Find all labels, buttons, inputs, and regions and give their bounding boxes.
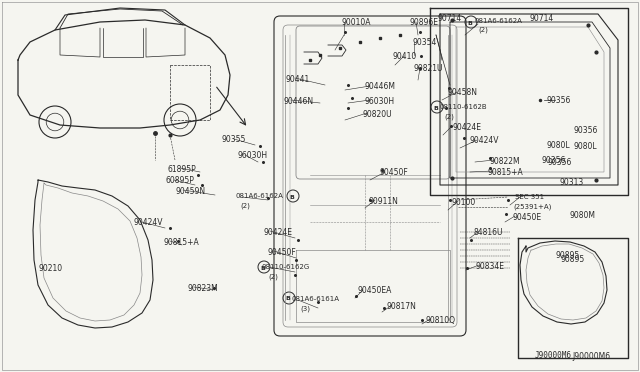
Text: 90821U: 90821U [414, 64, 444, 73]
Text: 60895P: 60895P [166, 176, 195, 185]
Text: 90810Q: 90810Q [426, 316, 456, 325]
Text: 90823M: 90823M [188, 284, 219, 293]
Text: 9080L: 9080L [574, 142, 598, 151]
Text: (2): (2) [478, 26, 488, 32]
Text: 90424E: 90424E [453, 123, 482, 132]
Text: 96030H: 96030H [365, 97, 395, 106]
Text: 90714: 90714 [530, 14, 554, 23]
Text: 90459N: 90459N [175, 187, 205, 196]
Text: 90714: 90714 [438, 14, 462, 23]
Text: 90450F: 90450F [380, 168, 409, 177]
Text: 90820U: 90820U [363, 110, 392, 119]
Text: 90410: 90410 [393, 52, 417, 61]
Text: 90356: 90356 [574, 126, 598, 135]
Text: 9080L: 9080L [547, 141, 571, 150]
Text: B: B [433, 106, 438, 110]
Text: 90458N: 90458N [448, 88, 478, 97]
Text: 96030H: 96030H [237, 151, 267, 160]
Text: SEC 351: SEC 351 [515, 194, 544, 200]
Text: 90355: 90355 [222, 135, 246, 144]
Text: (25391+A): (25391+A) [513, 203, 552, 209]
Text: 90815+A: 90815+A [163, 238, 199, 247]
Text: (2): (2) [444, 113, 454, 119]
Text: 081A6-6161A: 081A6-6161A [292, 296, 340, 302]
Text: 90010A: 90010A [342, 18, 371, 27]
Text: (3): (3) [300, 305, 310, 311]
Text: 90896E: 90896E [410, 18, 439, 27]
Text: 90424E: 90424E [264, 228, 293, 237]
Text: 90354: 90354 [413, 38, 437, 47]
Text: B: B [289, 195, 294, 199]
Text: 90815+A: 90815+A [488, 168, 524, 177]
Text: 081A6-6162A: 081A6-6162A [475, 18, 523, 24]
Text: 08110-6162G: 08110-6162G [262, 264, 310, 270]
Text: 90313: 90313 [560, 178, 584, 187]
Text: 61895P: 61895P [168, 165, 196, 174]
Text: (2): (2) [240, 202, 250, 208]
Text: J90000M6: J90000M6 [572, 352, 610, 361]
Text: 9080M: 9080M [570, 211, 596, 220]
Text: 081A6-6162A: 081A6-6162A [235, 193, 283, 199]
Text: 90817N: 90817N [387, 302, 417, 311]
Text: 08110-6162B: 08110-6162B [440, 104, 488, 110]
Text: B: B [468, 20, 472, 26]
Text: 90446M: 90446M [365, 82, 396, 91]
Text: 90822M: 90822M [490, 157, 520, 166]
Text: B: B [285, 296, 291, 301]
Text: 90424V: 90424V [134, 218, 163, 227]
Text: 84816U: 84816U [474, 228, 504, 237]
Text: 90424V: 90424V [470, 136, 499, 145]
Text: 90450E: 90450E [513, 213, 542, 222]
Text: 90895: 90895 [561, 255, 585, 264]
Text: 90446N: 90446N [284, 97, 314, 106]
Text: J90000M6: J90000M6 [535, 351, 572, 360]
Text: 90441: 90441 [286, 75, 310, 84]
Text: 90356: 90356 [547, 96, 572, 105]
Text: 90895: 90895 [556, 250, 580, 260]
Text: 90834E: 90834E [476, 262, 505, 271]
Text: B: B [260, 266, 266, 270]
Text: (2): (2) [268, 273, 278, 279]
Text: 90450EA: 90450EA [358, 286, 392, 295]
Text: 90356: 90356 [542, 155, 566, 164]
Text: 90100: 90100 [452, 198, 476, 207]
Text: 90356: 90356 [548, 158, 572, 167]
Text: 90210: 90210 [38, 264, 62, 273]
Text: 90450F: 90450F [268, 248, 297, 257]
Text: 90911N: 90911N [369, 197, 399, 206]
